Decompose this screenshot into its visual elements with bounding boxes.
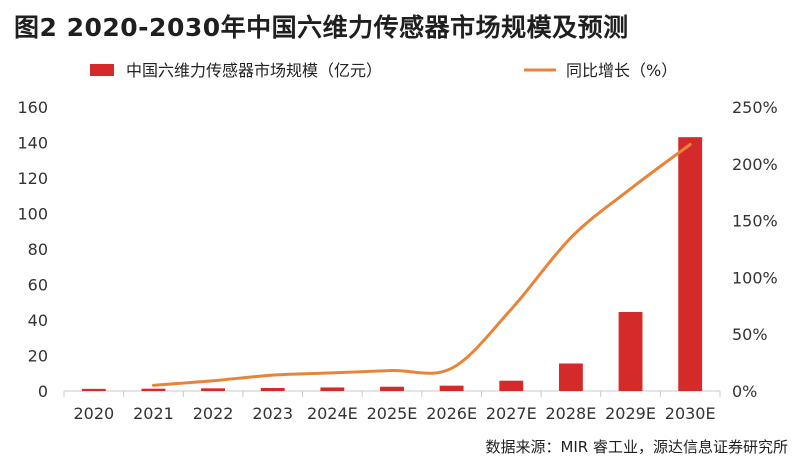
axes — [63, 390, 721, 397]
x-tick-label: 2030E — [665, 404, 716, 423]
y-right-tick-label: 50% — [732, 325, 768, 344]
x-tick-label: 2026E — [426, 404, 477, 423]
y-left-tick-label: 60 — [28, 276, 48, 295]
line-series — [151, 142, 692, 387]
chart-title: 图2 2020-2030年中国六维力传感器市场规模及预测 — [14, 13, 629, 42]
bar-2020 — [81, 388, 106, 391]
bar-series — [81, 137, 703, 391]
y-right-tick-label: 100% — [732, 268, 778, 287]
y-right-tick-label: 0% — [732, 382, 757, 401]
x-tick-label: 2021 — [133, 404, 174, 423]
y-left-tick-label: 0 — [38, 382, 48, 401]
x-tick-label: 2022 — [193, 404, 234, 423]
legend-bar-swatch — [90, 64, 114, 76]
x-tick-label: 2024E — [307, 404, 358, 423]
bar-2025E — [380, 386, 404, 391]
legend: 中国六维力传感器市场规模（亿元） 同比增长（%） — [90, 61, 677, 80]
x-tick-label: 2028E — [545, 404, 596, 423]
y-right-tick-label: 150% — [732, 212, 778, 231]
tick-labels: 0 20 40 60 80 100 120 140 160 0% 50% 100% 150% 200% 25… — [17, 98, 777, 423]
bar-2027E — [499, 380, 524, 391]
x-tick-label: 2023 — [252, 404, 293, 423]
bar-2021 — [141, 388, 166, 391]
x-tick-label: 2027E — [486, 404, 537, 423]
x-tick-label: 2020 — [73, 404, 114, 423]
y-left-tick-label: 20 — [28, 347, 48, 366]
bar-2022 — [201, 388, 226, 391]
bar-2028E — [558, 363, 583, 391]
x-tick-label: 2029E — [605, 404, 656, 423]
legend-bar-label: 中国六维力传感器市场规模（亿元） — [126, 61, 382, 80]
legend-line-label: 同比增长（%） — [566, 61, 677, 80]
bar-2023 — [260, 387, 285, 391]
growth-line — [151, 142, 692, 387]
source-note: 数据来源：MIR 睿工业，源达信息证券研究所 — [485, 438, 788, 456]
y-left-tick-label: 120 — [17, 169, 48, 188]
y-right-tick-label: 200% — [732, 155, 778, 174]
bar-2026E — [439, 385, 464, 391]
x-tick-label: 2025E — [367, 404, 418, 423]
y-left-tick-label: 140 — [17, 134, 48, 153]
bar-2024E — [320, 387, 345, 391]
y-left-tick-label: 80 — [28, 240, 48, 259]
y-right-tick-label: 250% — [732, 98, 778, 117]
bar-2030E — [678, 137, 703, 391]
y-left-tick-label: 40 — [28, 311, 48, 330]
y-left-tick-label: 160 — [17, 98, 48, 117]
y-left-tick-label: 100 — [17, 205, 48, 224]
bar-2029E — [618, 312, 643, 391]
